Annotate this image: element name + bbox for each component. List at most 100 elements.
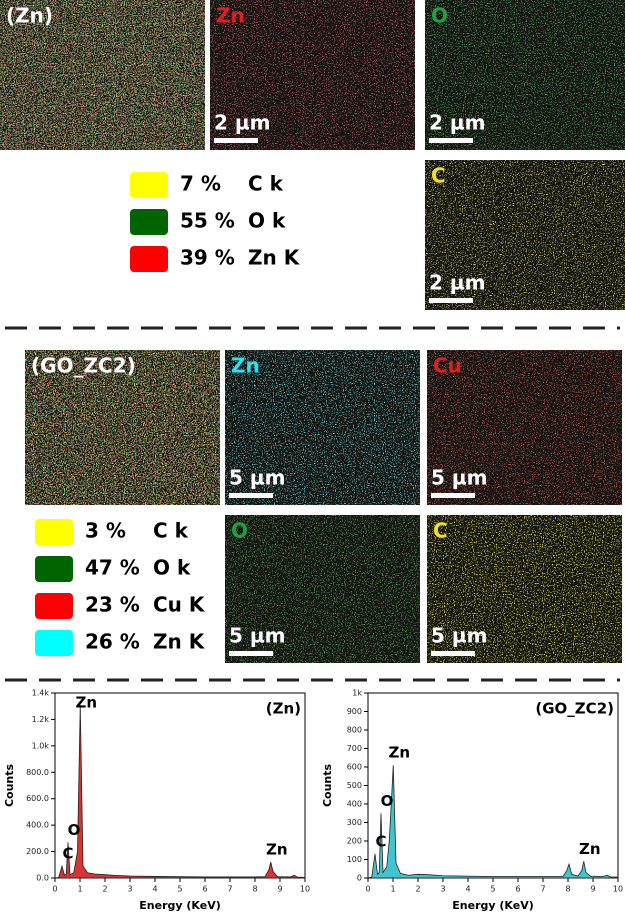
scale-label: 5 µm: [431, 466, 487, 490]
y-tick-label: 400: [347, 800, 362, 809]
spectrum-area: [367, 765, 619, 879]
peak-label: Zn: [266, 841, 288, 859]
map-label: C: [431, 164, 446, 188]
peak-label: Zn: [75, 694, 97, 712]
y-tick-label: 200.0: [26, 847, 49, 856]
x-tick-label: 9: [590, 885, 595, 894]
legend-label: O k: [248, 209, 286, 233]
scale-label: 5 µm: [229, 466, 285, 490]
map-noise: [425, 160, 625, 310]
legend-swatch: [35, 519, 73, 545]
x-tick-label: 1: [77, 885, 82, 894]
x-tick-label: 2: [102, 885, 107, 894]
map-noise: [210, 0, 415, 150]
y-tick-label: 900: [347, 707, 362, 716]
legend-label: C k: [248, 172, 284, 196]
x-tick-label: 5: [490, 885, 495, 894]
peak-label: O: [68, 821, 81, 839]
x-tick-label: 6: [202, 885, 207, 894]
x-tick-label: 3: [440, 885, 445, 894]
legend-swatch: [130, 209, 168, 235]
y-tick-label: 200: [347, 837, 362, 846]
scale-bar: [429, 138, 473, 143]
legend-label: Zn K: [153, 630, 206, 654]
x-tick-label: 4: [152, 885, 157, 894]
scale-bar: [229, 493, 273, 498]
x-tick-label: 5: [177, 885, 182, 894]
map-noise: [225, 515, 420, 663]
map-noise: [225, 350, 420, 505]
legend-label: Cu K: [153, 593, 206, 617]
legend-percent: 55 %: [180, 209, 235, 233]
x-tick-label: 3: [127, 885, 132, 894]
y-tick-label: 700: [347, 744, 362, 753]
scale-label: 2 µm: [214, 111, 270, 135]
y-tick-label: 800.0: [26, 768, 49, 777]
legend-label: Zn K: [248, 246, 301, 270]
y-tick-label: 600: [347, 763, 362, 772]
spectrum-area: [54, 704, 306, 879]
x-tick-label: 1: [390, 885, 395, 894]
y-tick-label: 1.2k: [32, 715, 50, 724]
map-noise: [425, 0, 625, 150]
scale-label: 5 µm: [229, 624, 285, 648]
x-tick-label: 8: [252, 885, 257, 894]
legend-swatch: [35, 556, 73, 582]
scale-bar: [214, 138, 258, 143]
scale-bar: [431, 651, 475, 656]
legend-label: C k: [153, 519, 189, 543]
x-tick-label: 10: [613, 885, 623, 894]
scale-label: 2 µm: [429, 111, 485, 135]
map-label: Cu: [433, 354, 462, 378]
legend-swatch: [130, 246, 168, 272]
legend-percent: 7 %: [180, 172, 221, 196]
x-tick-label: 2: [415, 885, 420, 894]
y-tick-label: 1k: [352, 689, 362, 698]
map-label: O: [231, 519, 248, 543]
y-tick-label: 500: [347, 781, 362, 790]
x-tick-label: 6: [515, 885, 520, 894]
y-tick-label: 0.0: [36, 874, 49, 883]
legend-percent: 47 %: [85, 556, 140, 580]
map-noise: [0, 0, 205, 150]
y-tick-label: 1.4k: [32, 689, 50, 698]
x-axis-label: Energy (KeV): [452, 899, 533, 912]
x-tick-label: 0: [52, 885, 57, 894]
y-axis-label: Counts: [321, 764, 334, 808]
legend-label: O k: [153, 556, 191, 580]
x-axis-label: Energy (KeV): [139, 899, 220, 912]
scale-label: 2 µm: [429, 271, 485, 295]
scale-bar: [431, 493, 475, 498]
x-tick-label: 7: [227, 885, 232, 894]
y-tick-label: 600.0: [26, 794, 49, 803]
y-tick-label: 100: [347, 855, 362, 864]
peak-label: O: [381, 792, 394, 810]
peak-label: C: [375, 832, 386, 850]
scale-bar: [429, 298, 473, 303]
scale-label: 5 µm: [431, 624, 487, 648]
map-label: Zn: [216, 4, 245, 28]
peak-label: Zn: [579, 840, 601, 858]
x-tick-label: 9: [277, 885, 282, 894]
map-label: C: [433, 519, 448, 543]
x-tick-label: 7: [540, 885, 545, 894]
y-tick-label: 300: [347, 818, 362, 827]
map-noise: [427, 350, 622, 505]
legend-swatch: [35, 630, 73, 656]
y-tick-label: 400.0: [26, 821, 49, 830]
y-tick-label: 1.0k: [32, 741, 50, 750]
y-tick-label: 0: [357, 874, 362, 883]
map-label: O: [431, 4, 448, 28]
map-label: Zn: [231, 354, 260, 378]
map-label: (GO_ZC2): [31, 354, 136, 378]
legend-percent: 26 %: [85, 630, 140, 654]
map-noise: [25, 350, 220, 505]
legend-percent: 3 %: [85, 519, 126, 543]
peak-label: C: [62, 845, 73, 863]
x-tick-label: 10: [300, 885, 310, 894]
legend-swatch: [130, 172, 168, 198]
x-tick-label: 8: [565, 885, 570, 894]
legend-percent: 39 %: [180, 246, 235, 270]
y-axis-label: Counts: [3, 764, 16, 808]
